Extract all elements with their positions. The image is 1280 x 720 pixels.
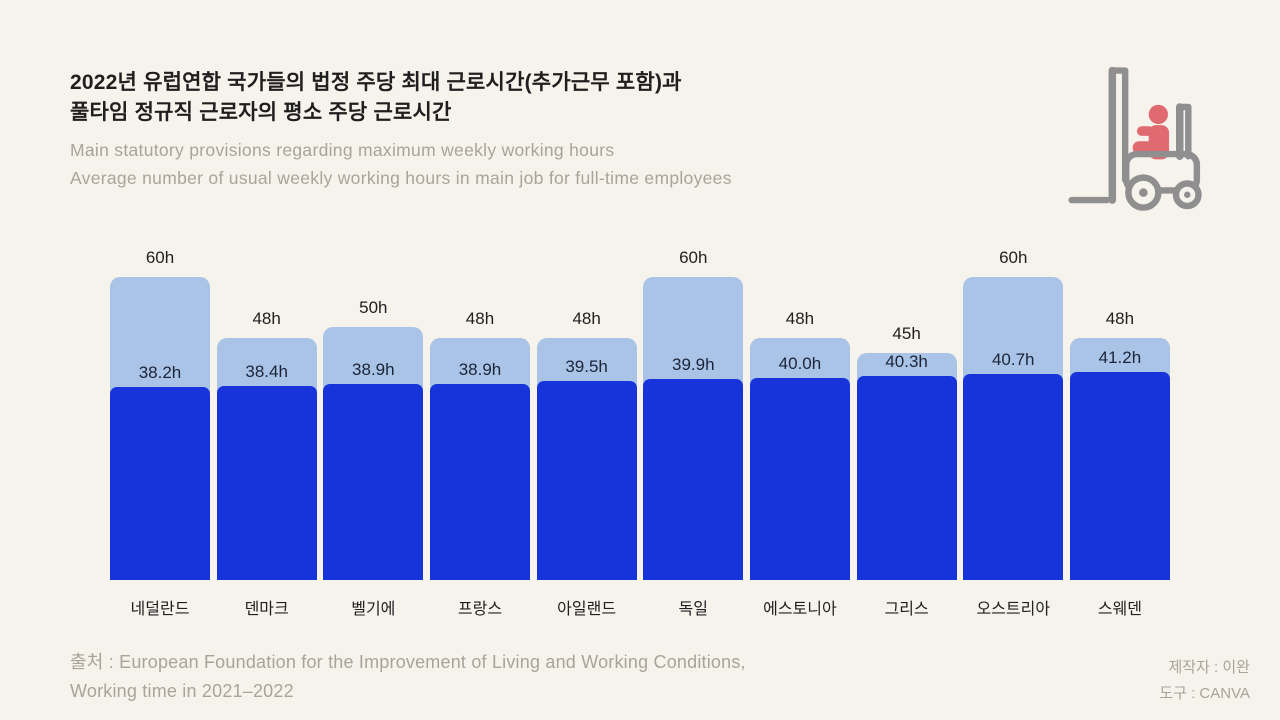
max-hours-label: 60h (679, 248, 708, 267)
max-hours-label: 48h (1105, 309, 1135, 328)
usual-hours-label: 38.9h (458, 360, 502, 379)
subtitle-line-2: Average number of usual weekly working h… (70, 168, 732, 188)
header: 2022년 유럽연합 국가들의 법정 주당 최대 근로시간(추가근무 포함)과 … (70, 68, 732, 192)
bar-group: 48h 38.4h 덴마크 (216, 277, 317, 618)
max-hours-label: 48h (785, 309, 815, 328)
max-hours-label: 48h (572, 309, 601, 328)
country-label: 네덜란드 (130, 601, 190, 618)
country-label: 덴마크 (244, 601, 289, 618)
usual-hours-bar (749, 378, 850, 580)
max-hours-label: 60h (999, 248, 1028, 267)
bar-group: 60h 40.7h 오스트리아 (963, 248, 1064, 618)
usual-hours-label: 40.0h (778, 354, 822, 373)
usual-hours-label: 38.9h (352, 360, 395, 379)
usual-hours-label: 39.5h (565, 357, 608, 376)
usual-hours-label: 38.4h (245, 362, 288, 381)
bar-group: 60h 39.9h 독일 (643, 248, 744, 618)
usual-hours-label: 40.7h (991, 350, 1035, 369)
usual-hours-bar (1069, 372, 1170, 580)
country-label: 에스토니아 (763, 601, 837, 618)
usual-hours-label: 40.3h (885, 352, 928, 371)
source-note: 출처 : European Foundation for the Improve… (70, 648, 746, 706)
max-hours-label: 50h (359, 298, 388, 317)
country-label: 프랑스 (457, 601, 503, 618)
usual-hours-label: 39.9h (672, 355, 715, 374)
bar-group: 60h 38.2h 네덜란드 (110, 248, 210, 618)
credit-tool: 도구 : CANVA (1159, 685, 1250, 702)
usual-hours-bar (110, 387, 210, 580)
usual-hours-bar (323, 384, 424, 580)
bar-group: 48h 38.9h 프랑스 (429, 277, 530, 618)
page-title-line-2: 풀타임 정규직 근로자의 평소 주당 근로시간 (70, 101, 452, 124)
credit-author: 제작자 : 이완 (1168, 659, 1250, 676)
usual-hours-bar (429, 384, 530, 580)
usual-hours-label: 41.2h (1098, 348, 1142, 367)
country-label: 아일랜드 (557, 601, 617, 618)
country-label: 독일 (678, 601, 708, 618)
source-line-2: Working time in 2021–2022 (70, 681, 294, 701)
usual-hours-bar (856, 376, 957, 580)
usual-hours-bar (216, 386, 317, 580)
page-title-line-1: 2022년 유럽연합 국가들의 법정 주당 최대 근로시간(추가근무 포함)과 (70, 71, 682, 94)
country-label: 스웨덴 (1097, 601, 1142, 618)
bar-group: 50h 38.9h 벨기에 (323, 277, 424, 618)
max-hours-label: 48h (465, 309, 495, 328)
country-label: 그리스 (884, 601, 929, 618)
bar-group: 48h 41.2h 스웨덴 (1069, 277, 1170, 618)
max-hours-label: 45h (892, 324, 921, 343)
credit-note: 제작자 : 이완 도구 : CANVA (1159, 655, 1250, 707)
max-hours-label: 60h (145, 248, 175, 267)
bar-group: 45h 40.3h 그리스 (856, 277, 957, 618)
forklift-icon (1068, 62, 1208, 214)
max-hours-label: 48h (252, 309, 281, 328)
usual-hours-bar (643, 379, 744, 580)
country-label: 벨기에 (351, 601, 396, 618)
bar-chart: 60h 38.2h 네덜란드 48h 38.4h 덴마크 50h 38.9h 벨기에 48h 38.… (110, 248, 1170, 618)
subtitle-line-1: Main statutory provisions regarding maxi… (70, 140, 615, 160)
usual-hours-bar (963, 374, 1064, 580)
bar-group: 48h 40.0h 에스토니아 (749, 277, 850, 618)
subtitle: Main statutory provisions regarding maxi… (70, 136, 732, 192)
country-label: 오스트리아 (976, 601, 1051, 618)
usual-hours-label: 38.2h (138, 363, 182, 382)
usual-hours-bar (536, 381, 637, 580)
source-line-1: 출처 : European Foundation for the Improve… (70, 652, 746, 672)
bar-group: 48h 39.5h 아일랜드 (536, 277, 637, 618)
